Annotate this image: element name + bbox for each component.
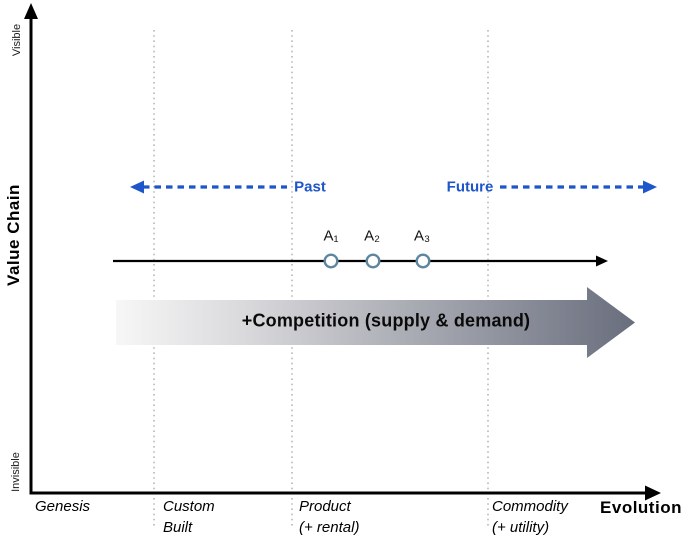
x-axis-arrowhead <box>645 485 661 501</box>
activity-point-a3 <box>415 253 431 269</box>
y-axis-bottom-label: Invisible <box>10 452 22 492</box>
stage-label-custom-built: Custom Built <box>163 496 215 538</box>
activity-label-a2: A₂ <box>364 227 380 245</box>
stage-label-line2: Built <box>163 519 193 536</box>
future-arrow-arrowhead <box>643 180 657 194</box>
competition-arrow-shape <box>116 287 635 358</box>
x-axis-title: Evolution <box>600 498 682 517</box>
stage-label-line2: (+ rental) <box>299 519 360 536</box>
stage-label-product: Product (+ rental) <box>299 496 359 538</box>
stage-label-line1: Custom <box>163 498 215 515</box>
activity-timeline-arrowhead <box>596 255 608 267</box>
stage-label-line1: Genesis <box>35 498 91 515</box>
activity-point-a2 <box>365 253 381 269</box>
past-arrow-arrowhead <box>130 180 144 194</box>
y-axis-arrowhead <box>24 3 38 19</box>
past-label: Past <box>294 178 326 196</box>
y-axis-title: Value Chain <box>4 184 23 286</box>
stage-label-line2: (+ utility) <box>492 519 550 536</box>
stage-label-line1: Commodity <box>492 498 568 515</box>
activity-point-a1 <box>323 253 339 269</box>
activity-label-a1: A₁ <box>323 227 339 245</box>
stage-label-line1: Product <box>299 498 351 515</box>
competition-arrow-label: +Competition (supply & demand) <box>241 310 531 331</box>
future-label: Future <box>446 178 494 196</box>
stage-label-genesis: Genesis <box>35 496 90 517</box>
activity-label-a3: A₃ <box>413 227 431 245</box>
stage-label-commodity: Commodity (+ utility) <box>492 496 568 538</box>
y-axis-top-label: Visible <box>11 23 23 57</box>
